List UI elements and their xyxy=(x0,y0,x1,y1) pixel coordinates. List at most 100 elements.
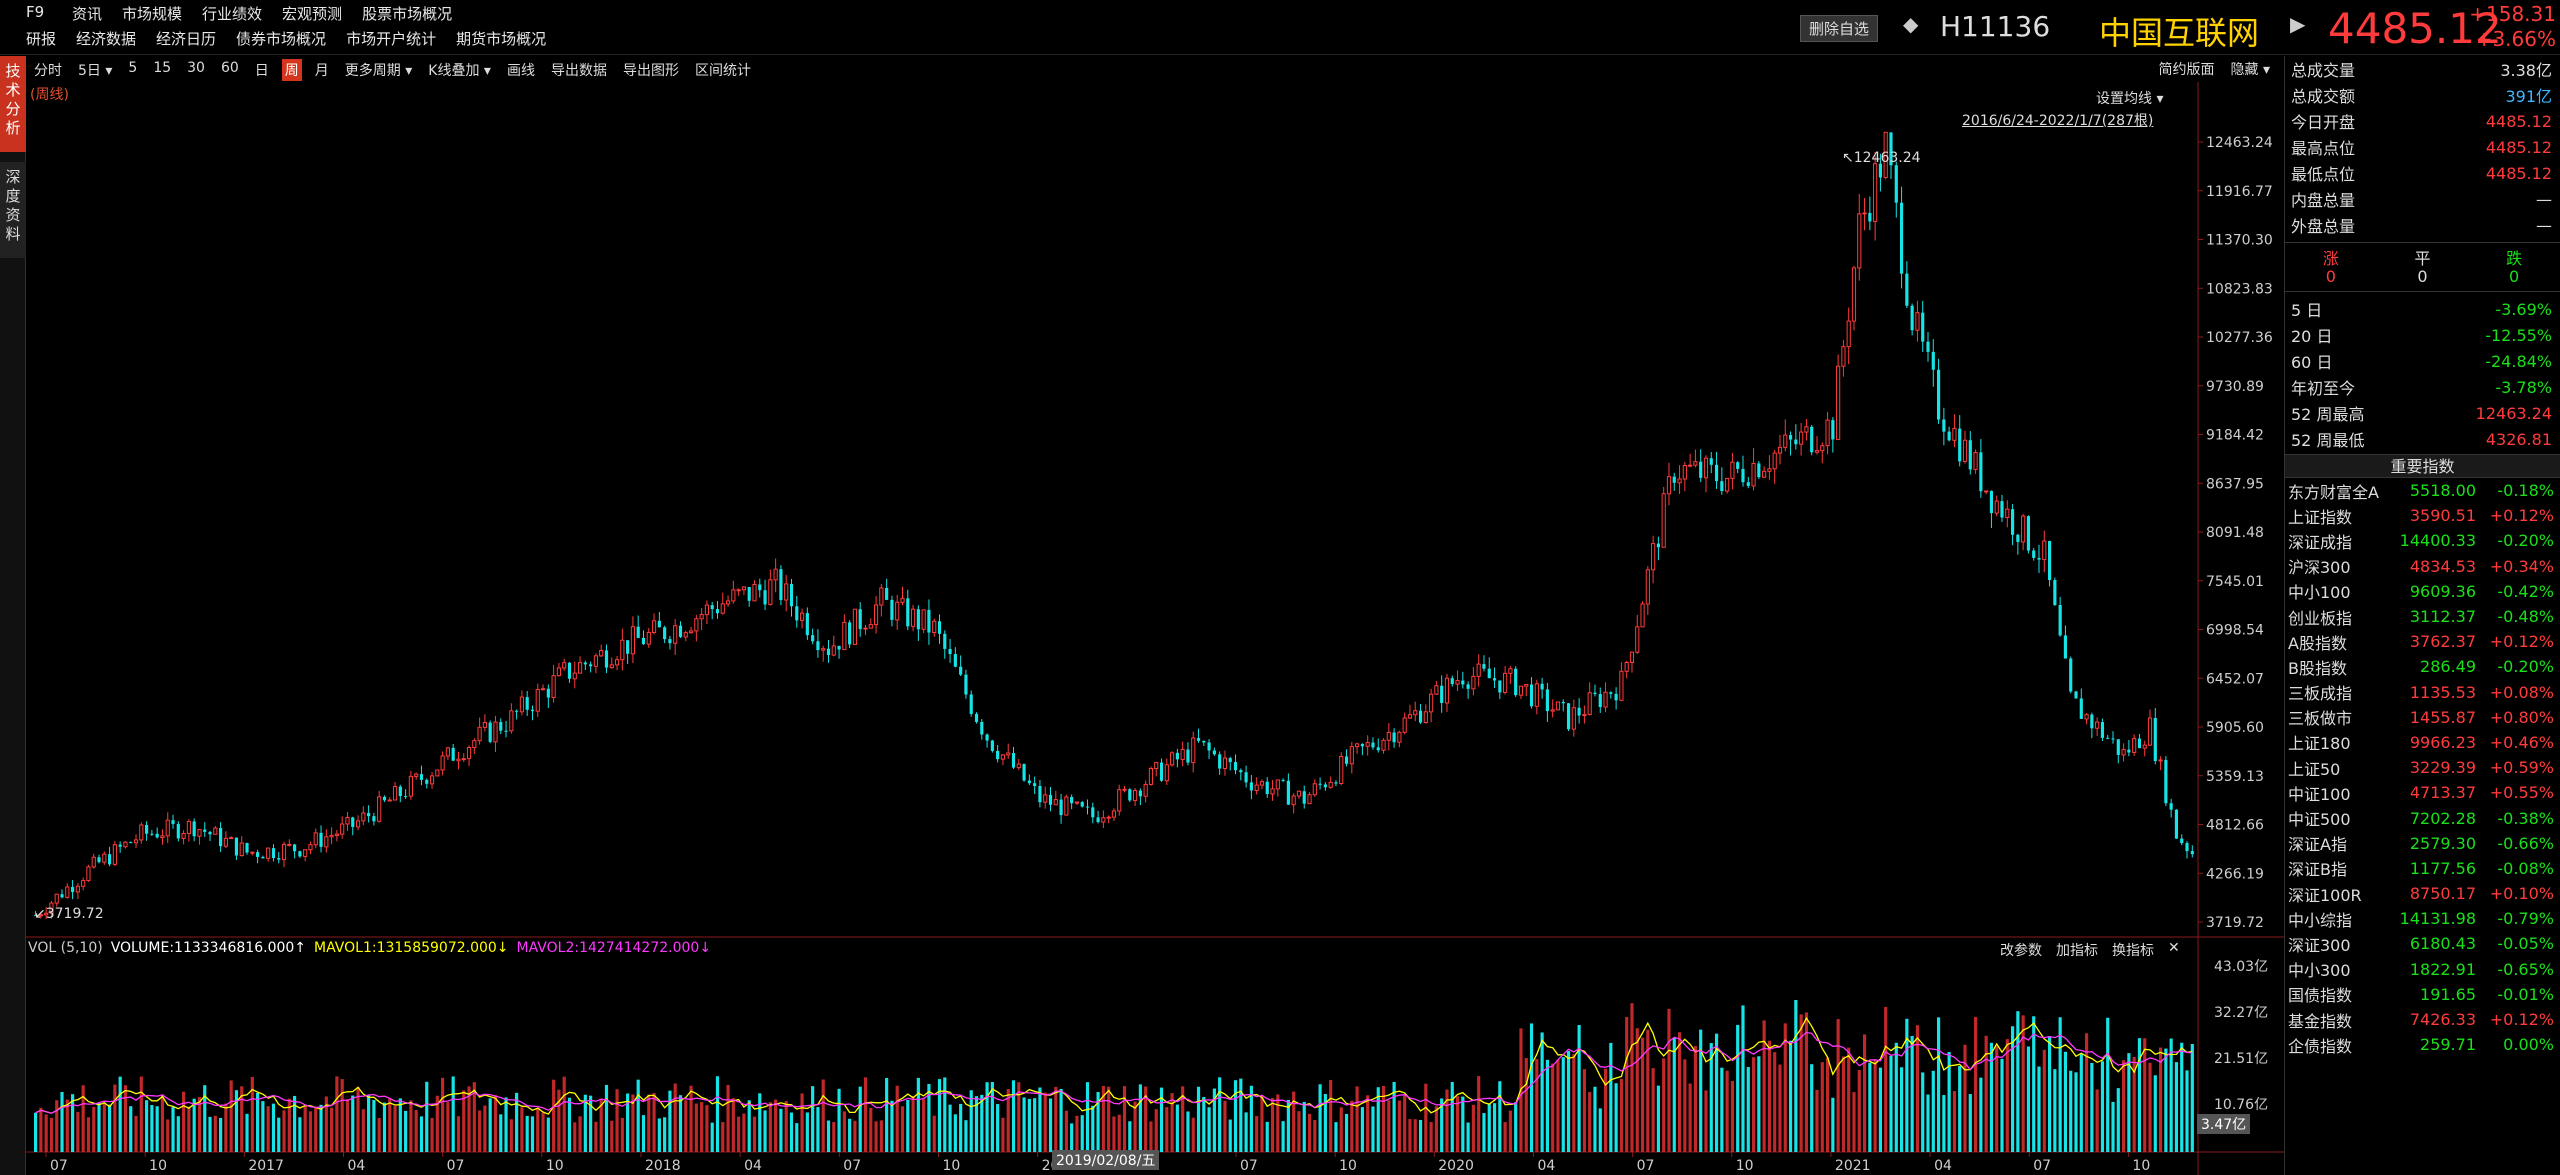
toolbar-item-2[interactable]: 5 xyxy=(128,60,138,76)
kline-chart[interactable]: 12463.24 11916.77 11370.30 10823.83 10277.36… xyxy=(26,82,2284,1175)
volume-bar xyxy=(456,1116,461,1152)
candle-body xyxy=(2010,509,2015,535)
tab-technical-analysis[interactable]: 技 术 分 析 xyxy=(0,56,26,152)
index-row[interactable]: 深证300 6180.43 -0.05% xyxy=(2285,931,2560,956)
ma-settings-button[interactable]: 设置均线 ▾ xyxy=(2096,91,2164,107)
toolbar-right-item-1[interactable]: 隐藏 ▾ xyxy=(2230,62,2270,78)
candle-body xyxy=(768,579,773,605)
menu-item-r1-3[interactable]: 宏观预测 xyxy=(282,5,343,23)
index-price: 14131.98 xyxy=(2399,909,2476,929)
period-label: (周线) xyxy=(30,87,69,103)
candle-body xyxy=(1926,341,1930,352)
index-name: 中小300 xyxy=(2288,961,2351,981)
volume-bar xyxy=(1080,1115,1084,1152)
volume-bar xyxy=(541,1112,545,1152)
next-stock-icon[interactable]: ▶ xyxy=(2290,12,2306,36)
period-label: 5 日 xyxy=(2291,301,2323,320)
index-row[interactable]: 基金指数 7426.33 +0.12% xyxy=(2285,1007,2560,1032)
volume-bar xyxy=(673,1083,677,1152)
index-row[interactable]: 三板做市 1455.87 +0.80% xyxy=(2285,705,2560,730)
menu-item-r1-2[interactable]: 行业绩效 xyxy=(202,5,263,23)
volume-bar xyxy=(1894,1042,1898,1152)
candle-body xyxy=(1873,163,1878,222)
index-row[interactable]: B股指数 286.49 -0.20% xyxy=(2285,654,2560,679)
toolbar-item-3[interactable]: 15 xyxy=(153,60,172,76)
toolbar-right-item-0[interactable]: 简约版面 xyxy=(2158,62,2215,78)
index-row[interactable]: 上证180 9966.23 +0.46% xyxy=(2285,730,2560,755)
volume-bar xyxy=(1270,1097,1275,1152)
volume-bar xyxy=(1688,1083,1692,1152)
toolbar-item-14[interactable]: 区间统计 xyxy=(694,63,751,79)
toolbar-item-7[interactable]: 周 xyxy=(281,59,302,81)
volume-bar xyxy=(816,1107,820,1152)
candle-body xyxy=(1825,419,1830,447)
toolbar-item-1[interactable]: 5日 ▾ xyxy=(78,63,113,79)
toolbar-item-4[interactable]: 30 xyxy=(187,60,205,76)
index-row[interactable]: 深证成指 14400.33 -0.20% xyxy=(2285,528,2560,553)
volume-bar xyxy=(282,1110,286,1152)
prev-stock-icon[interactable]: ◆ xyxy=(1903,12,1919,36)
toolbar-item-5[interactable]: 60 xyxy=(220,60,239,76)
index-row[interactable]: 三板成指 1135.53 +0.08% xyxy=(2285,680,2560,705)
y-tick-label: 6452.07 xyxy=(2206,671,2264,687)
remove-favorite-button[interactable]: 删除自选 xyxy=(1800,15,1879,42)
switch-indicator-button[interactable]: 换指标 xyxy=(2112,943,2154,959)
volume-bar xyxy=(763,1110,767,1152)
toolbar-item-12[interactable]: 导出数据 xyxy=(550,63,607,79)
candle-body xyxy=(118,844,122,847)
candle-body xyxy=(2032,550,2036,558)
period-label: 52 周最高 xyxy=(2291,405,2365,424)
index-row[interactable]: 深证100R 8750.17 +0.10% xyxy=(2285,881,2560,906)
menu-item-r1-4[interactable]: 股票市场概况 xyxy=(362,5,453,23)
candle-body xyxy=(1312,783,1317,796)
index-row[interactable]: 深证A指 2579.30 -0.66% xyxy=(2285,831,2560,856)
menu-item-r2-2[interactable]: 经济日历 xyxy=(156,30,217,48)
index-price: 191.65 xyxy=(2420,984,2476,1004)
menu-item-r1-0[interactable]: 资讯 xyxy=(72,5,103,23)
candle-body xyxy=(1085,806,1090,808)
f9-label[interactable]: F9 xyxy=(26,3,45,21)
index-row[interactable]: 中小100 9609.36 -0.42% xyxy=(2285,579,2560,604)
add-indicator-button[interactable]: 加指标 xyxy=(2056,943,2098,959)
toolbar-item-13[interactable]: 导出图形 xyxy=(622,63,679,79)
menu-item-r2-0[interactable]: 研报 xyxy=(26,30,57,48)
volume-bar xyxy=(219,1117,223,1152)
menu-item-r2-5[interactable]: 期货市场概况 xyxy=(456,30,547,48)
index-row[interactable]: 企债指数 259.71 0.00% xyxy=(2285,1032,2560,1057)
menu-item-r2-4[interactable]: 市场开户统计 xyxy=(346,30,437,48)
tab-depth-info[interactable]: 深 度 资 料 xyxy=(0,162,26,258)
toolbar-item-11[interactable]: 画线 xyxy=(506,63,535,79)
index-row[interactable]: 深证B指 1177.56 -0.08% xyxy=(2285,856,2560,881)
index-row[interactable]: 中证100 4713.37 +0.55% xyxy=(2285,780,2560,805)
candle-body xyxy=(271,848,276,859)
volume-bar xyxy=(2185,1070,2189,1152)
close-icon[interactable]: ✕ xyxy=(2168,940,2180,956)
index-row[interactable]: 上证50 3229.39 +0.59% xyxy=(2285,755,2560,780)
index-row[interactable]: 上证指数 3590.51 +0.12% xyxy=(2285,503,2560,528)
volume-bars xyxy=(34,999,2194,1152)
menu-item-r1-1[interactable]: 市场规模 xyxy=(122,5,183,23)
menu-item-r2-1[interactable]: 经济数据 xyxy=(76,30,137,48)
index-row[interactable]: 东方财富全A 5518.00 -0.18% xyxy=(2285,478,2560,503)
index-row[interactable]: 中小300 1822.91 -0.65% xyxy=(2285,957,2560,982)
volume-bar xyxy=(229,1080,233,1152)
menu-item-r2-3[interactable]: 债券市场概况 xyxy=(236,30,327,48)
candle-body xyxy=(1006,752,1011,756)
toolbar-item-6[interactable]: 日 xyxy=(254,63,269,79)
toolbar-item-0[interactable]: 分时 xyxy=(34,63,62,79)
candle-body xyxy=(1344,756,1349,764)
candle-body xyxy=(630,626,635,655)
index-row[interactable]: 国债指数 191.65 -0.01% xyxy=(2285,982,2560,1007)
index-row[interactable]: 中小综指 14131.98 -0.79% xyxy=(2285,906,2560,931)
toolbar-item-10[interactable]: K线叠加 ▾ xyxy=(428,63,491,79)
index-row[interactable]: 沪深300 4834.53 +0.34% xyxy=(2285,554,2560,579)
index-row[interactable]: 创业板指 3112.37 -0.48% xyxy=(2285,604,2560,629)
toolbar-item-9[interactable]: 更多周期 ▾ xyxy=(344,63,413,79)
toolbar-item-8[interactable]: 月 xyxy=(314,63,329,79)
index-row[interactable]: 中证500 7202.28 -0.38% xyxy=(2285,805,2560,830)
index-row[interactable]: A股指数 3762.37 +0.12% xyxy=(2285,629,2560,654)
edit-params-button[interactable]: 改参数 xyxy=(2000,943,2042,959)
candle-body xyxy=(789,583,794,607)
date-range-label[interactable]: 2016/6/24-2022/1/7(287根) xyxy=(1962,113,2154,129)
candle-body xyxy=(1994,500,1999,514)
